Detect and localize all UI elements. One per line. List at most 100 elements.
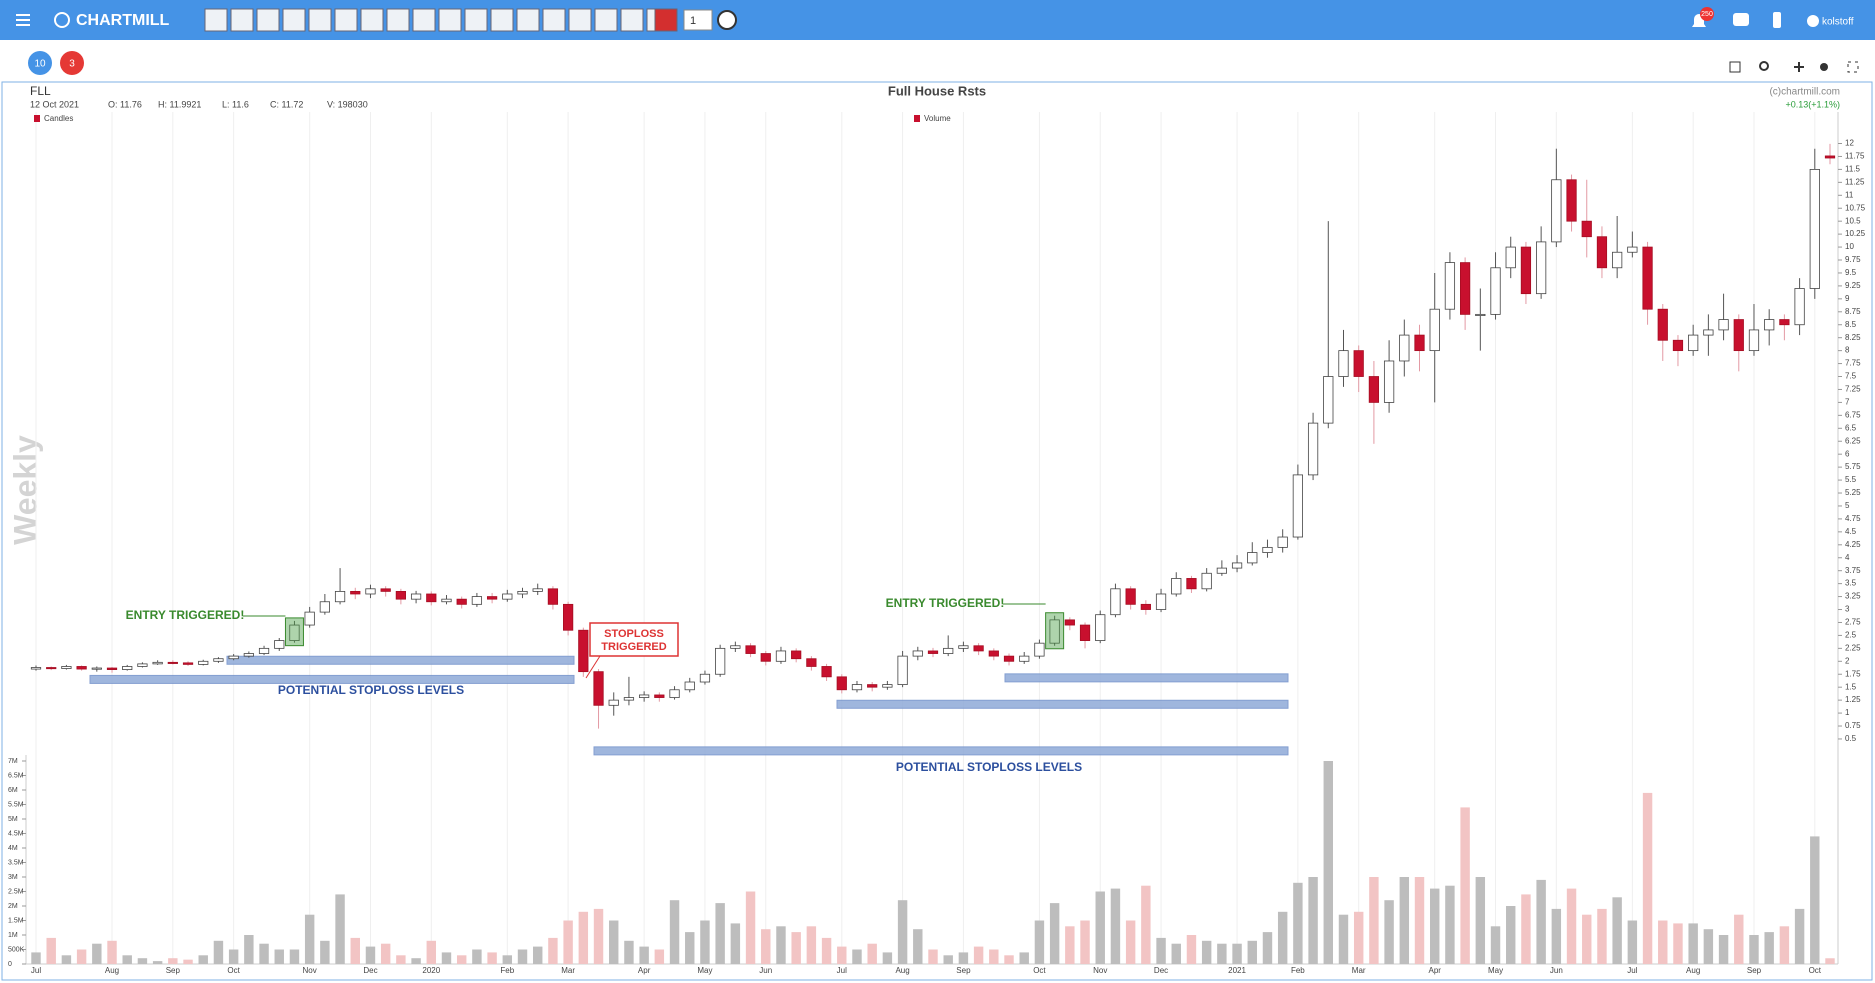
user-name[interactable]: kolstoff bbox=[1822, 17, 1854, 28]
volume-bar bbox=[1658, 920, 1668, 964]
volume-bar bbox=[1566, 888, 1577, 964]
tool-button[interactable] bbox=[568, 8, 592, 32]
y-tick-label: 8 bbox=[1845, 346, 1850, 355]
tool-button[interactable] bbox=[360, 8, 384, 32]
candle-body bbox=[1201, 572, 1212, 590]
power-button[interactable] bbox=[717, 10, 737, 30]
info-low: L: 11.6 bbox=[222, 99, 249, 109]
x-tick-label: Nov bbox=[303, 966, 317, 975]
candle-body bbox=[213, 658, 224, 662]
tool-button[interactable] bbox=[516, 8, 540, 32]
volume-bar bbox=[897, 900, 908, 964]
tool-button[interactable] bbox=[464, 8, 488, 32]
menu-icon[interactable] bbox=[16, 14, 30, 26]
volume-bar bbox=[745, 891, 756, 964]
tool-button[interactable] bbox=[204, 8, 228, 32]
tool-button[interactable] bbox=[334, 8, 358, 32]
y2-tick-label: 4.5M bbox=[8, 830, 24, 837]
candle-body bbox=[106, 667, 118, 670]
legend-swatch bbox=[914, 115, 920, 122]
y-tick-label: 9.25 bbox=[1845, 281, 1861, 290]
copyright: (c)chartmill.com bbox=[1769, 87, 1840, 98]
volume-bar bbox=[928, 949, 938, 964]
candle-body bbox=[1095, 614, 1106, 641]
volume-bar bbox=[1825, 958, 1835, 964]
tab-badge[interactable] bbox=[60, 51, 84, 75]
candle-body bbox=[1307, 422, 1319, 476]
y2-tick-label: 2M bbox=[8, 903, 18, 910]
candle-body bbox=[456, 598, 467, 605]
volume-bar bbox=[1582, 914, 1592, 964]
candle-body bbox=[441, 598, 452, 603]
volume-bar bbox=[1445, 885, 1455, 964]
candle-body bbox=[791, 650, 802, 660]
tool-button[interactable] bbox=[230, 8, 254, 32]
battery-icon[interactable] bbox=[1773, 12, 1781, 28]
tool-button[interactable] bbox=[620, 8, 644, 32]
tool-button[interactable] bbox=[542, 8, 566, 32]
candle-body bbox=[623, 697, 635, 701]
candle-body bbox=[243, 653, 254, 657]
volume-bar bbox=[1612, 897, 1622, 964]
x-tick-label: Aug bbox=[895, 966, 909, 975]
tool-button[interactable] bbox=[490, 8, 514, 32]
tool-button[interactable] bbox=[438, 8, 462, 32]
stoploss-level bbox=[836, 699, 1289, 709]
select-box[interactable] bbox=[683, 9, 713, 31]
tool-button[interactable] bbox=[386, 8, 410, 32]
candle-body bbox=[593, 671, 604, 706]
candle-body bbox=[334, 590, 346, 603]
symbol: FLL bbox=[30, 84, 51, 98]
tool-button[interactable] bbox=[256, 8, 280, 32]
add-icon[interactable] bbox=[1794, 62, 1804, 72]
candle-body bbox=[669, 689, 680, 698]
user-icon[interactable] bbox=[1807, 15, 1819, 27]
volume-bar bbox=[1338, 914, 1349, 964]
tab-badge[interactable] bbox=[28, 51, 52, 75]
annotation: TRIGGERED bbox=[601, 641, 666, 653]
volume-bar bbox=[274, 949, 284, 964]
color-button[interactable] bbox=[654, 8, 678, 32]
y-tick-label: 1.75 bbox=[1845, 669, 1861, 678]
menu-line bbox=[16, 19, 30, 21]
candle-body bbox=[836, 676, 847, 691]
tool-button[interactable] bbox=[308, 8, 332, 32]
y-tick-label: 7.75 bbox=[1845, 359, 1861, 368]
entry-box bbox=[1045, 612, 1065, 650]
candle-body bbox=[1536, 241, 1547, 295]
legend-entry[interactable]: Candles bbox=[44, 114, 73, 123]
volume-bar bbox=[1551, 908, 1562, 964]
candle-body bbox=[350, 590, 361, 595]
fullscreen-icon[interactable] bbox=[1847, 61, 1859, 73]
y-tick-label: 10.75 bbox=[1845, 203, 1866, 212]
search-icon[interactable] bbox=[1759, 61, 1769, 71]
volume-bar bbox=[837, 946, 847, 964]
candle-body bbox=[1140, 603, 1151, 610]
legend-swatch bbox=[34, 115, 40, 122]
alert-icon[interactable] bbox=[1820, 63, 1828, 71]
tool-button[interactable] bbox=[412, 8, 436, 32]
y-tick-label: 3.25 bbox=[1845, 592, 1861, 601]
candle-body bbox=[1809, 169, 1820, 289]
candle-body bbox=[517, 590, 528, 595]
volume-bar bbox=[320, 940, 330, 964]
y-tick-label: 8.75 bbox=[1845, 307, 1861, 316]
y-tick-label: 0.75 bbox=[1845, 721, 1861, 730]
period-watermark: Weekly bbox=[7, 435, 43, 545]
y-tick-label: 3.5 bbox=[1845, 579, 1857, 588]
edit-icon[interactable] bbox=[1729, 61, 1741, 73]
gift-icon[interactable] bbox=[1733, 13, 1749, 26]
volume-bar bbox=[791, 932, 801, 964]
y-tick-label: 0.5 bbox=[1845, 734, 1857, 743]
select-value: 1 bbox=[690, 15, 696, 27]
legend-entry[interactable]: Volume bbox=[924, 114, 951, 123]
volume-bar bbox=[350, 937, 360, 964]
candle-body bbox=[1627, 246, 1638, 253]
tool-button[interactable] bbox=[282, 8, 306, 32]
brand[interactable]: CHARTMILL bbox=[76, 12, 170, 29]
info-volume: V: 198030 bbox=[327, 99, 368, 109]
tool-button[interactable] bbox=[594, 8, 618, 32]
volume-bar bbox=[1004, 955, 1014, 964]
y-tick-label: 7.25 bbox=[1845, 385, 1861, 394]
volume-bar bbox=[609, 920, 619, 964]
